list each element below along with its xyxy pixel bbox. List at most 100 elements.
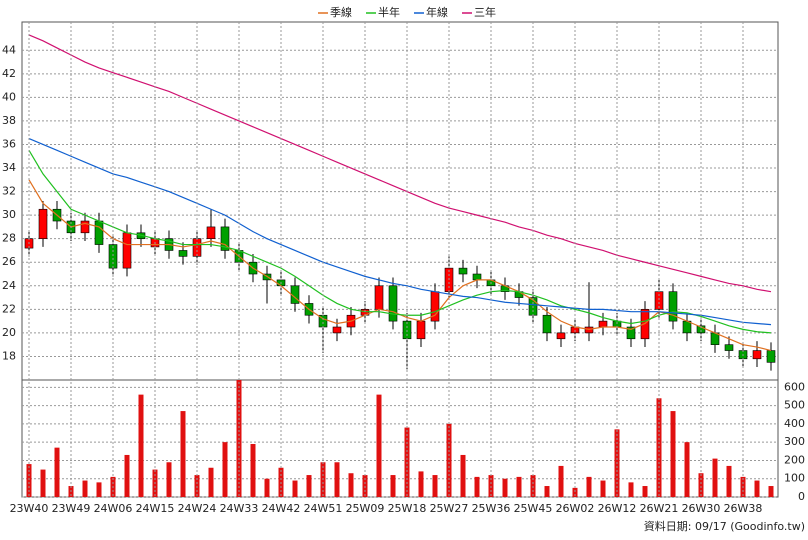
x-tick-label: 26W38 [724,502,763,515]
candle-body [38,208,48,239]
price-frame [21,21,779,381]
moving-average-line [28,34,772,293]
x-tick-label: 26W21 [640,502,679,515]
candle-body [696,325,706,334]
volume-bar [292,480,298,497]
volume-bar [712,458,718,497]
volume-bar [502,478,508,497]
x-tick-label: 25W09 [346,502,385,515]
moving-average-line [28,179,772,352]
volume-bar [572,487,578,497]
volume-bar [390,475,396,497]
candle-body [108,244,118,269]
y-tick-label: 40 [2,90,16,103]
volume-bar [250,443,256,497]
candle-body [458,267,468,275]
volume-frame [21,379,779,498]
candle-body [598,320,608,328]
volume-bar [544,486,550,497]
y-tick-label: 28 [2,232,16,245]
y-tick-label: 100 [784,472,805,485]
volume-bar [376,394,382,497]
volume-bar [96,482,102,497]
volume-bar [418,471,424,497]
y-tick-label: 38 [2,114,16,127]
x-tick-label: 23W40 [10,502,49,515]
volume-bar [446,423,452,497]
y-tick-label: 34 [2,161,16,174]
candle-body [80,220,90,234]
x-tick-label: 24W15 [136,502,175,515]
volume-bar [516,476,522,497]
volume-bar [222,442,228,497]
volume-bar [138,394,144,497]
x-tick-label: 24W33 [220,502,259,515]
volume-bar [40,469,46,497]
candle-body [220,226,230,251]
candle-body [416,320,426,340]
candle-body [472,273,482,281]
x-tick-label: 24W42 [262,502,301,515]
y-tick-label: 24 [2,279,16,292]
y-tick-label: 500 [784,399,805,412]
moving-average-line [28,150,772,334]
y-tick-label: 32 [2,185,16,198]
x-tick-label: 24W06 [94,502,133,515]
candle-body [178,250,188,257]
volume-bar [54,447,60,497]
y-tick-label: 44 [2,43,16,56]
legend-label: 年線 [426,5,448,19]
candle-body [542,314,552,334]
y-tick-label: 22 [2,302,16,315]
volume-bar [180,411,186,497]
x-tick-label: 25W45 [514,502,553,515]
y-tick-label: 26 [2,255,16,268]
volume-bar [628,482,634,497]
moving-average-line [28,138,772,326]
volume-bar [82,480,88,497]
x-tick-label: 25W18 [388,502,427,515]
y-tick-label: 18 [2,349,16,362]
volume-bar [586,476,592,497]
volume-bar [264,478,270,497]
volume-bar [208,467,214,497]
legend-label: 半年 [378,5,400,19]
volume-bar [726,465,732,497]
volume-bar [670,411,676,497]
x-tick-label: 24W51 [304,502,343,515]
volume-bar [698,473,704,497]
candle-body [388,285,398,322]
y-tick-label: 400 [784,417,805,430]
y-tick-label: 36 [2,137,16,150]
volume-bar [334,462,340,497]
volume-bar [754,480,760,497]
x-tick-label: 23W49 [52,502,91,515]
x-tick-label: 26W02 [556,502,595,515]
volume-bar [600,480,606,497]
candle-body [332,326,342,334]
legend-label: 季線 [330,5,352,19]
y-tick-label: 0 [798,490,805,503]
volume-bar [642,486,648,497]
candle-body [724,344,734,351]
candle-body [374,285,384,310]
volume-bar [684,442,690,497]
volume-bar [460,454,466,497]
y-tick-label: 20 [2,326,16,339]
candle-body [206,226,216,239]
volume-bar [432,475,438,497]
x-tick-label: 24W24 [178,502,217,515]
y-tick-label: 300 [784,435,805,448]
legend-label: 三年 [474,5,496,19]
candle-body [766,350,776,363]
y-tick-label: 42 [2,67,16,80]
candle-body [668,291,678,322]
volume-bar [558,465,564,497]
candle-body [94,220,104,245]
candle-body [752,350,762,360]
candle-body [556,332,566,340]
volume-bar [474,476,480,497]
x-tick-label: 25W36 [472,502,511,515]
volume-bar [26,464,32,497]
volume-bar [124,454,130,497]
